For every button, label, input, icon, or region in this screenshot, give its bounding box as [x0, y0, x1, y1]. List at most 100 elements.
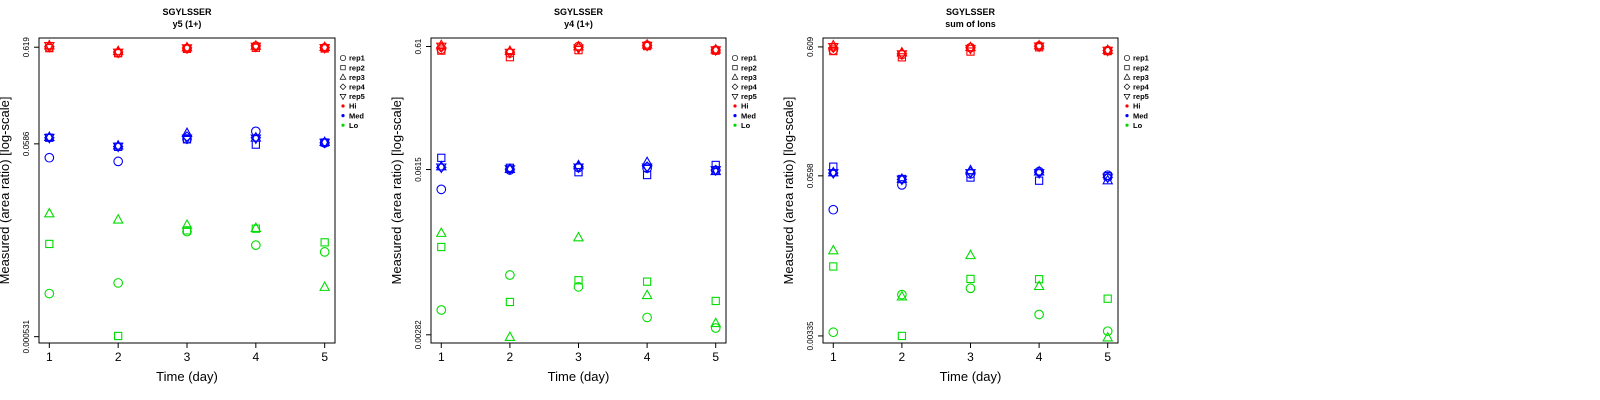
data-point: [181, 44, 193, 55]
data-point: [1033, 166, 1045, 178]
data-point: [641, 289, 653, 300]
legend-label: Lo: [741, 121, 751, 130]
data-point: [181, 134, 193, 145]
data-point: [642, 312, 652, 323]
chart-panel-2: SGYLSSER y4 (1+) 1 2 3 4 5 0.61 0.0615 0.00282 Tim…: [389, 7, 758, 384]
x-axis-label: Time (day): [156, 369, 218, 384]
legend-symbol-rep3: [339, 73, 347, 80]
data-point: [1102, 43, 1114, 54]
data-point: [112, 213, 124, 224]
data-point: [965, 283, 976, 294]
data-point: [573, 161, 584, 172]
data-point: [1034, 309, 1044, 320]
data-point: [642, 277, 652, 286]
data-point: [436, 305, 447, 315]
legend-symbol-rep1: [339, 54, 347, 62]
data-point: [964, 41, 977, 52]
legend-label: rep1: [349, 54, 365, 63]
data-point: [43, 133, 55, 144]
legend-symbol-rep3: [731, 73, 739, 80]
plot-frame: [430, 37, 727, 344]
y-tick-label: 0.619: [22, 37, 31, 58]
series-hi: [43, 39, 331, 59]
data-point: [44, 288, 55, 299]
chart-subtitle: y5 (1+): [173, 19, 202, 29]
data-point: [436, 44, 447, 55]
legend-label: rep1: [1133, 54, 1149, 63]
data-point: [1033, 280, 1045, 291]
legend-dot-lo: [733, 123, 737, 127]
data-point: [641, 41, 653, 52]
y-tick-label: 0.0615: [414, 157, 423, 182]
y-tick-label: 0.0598: [806, 163, 815, 188]
legend-symbol-rep2: [732, 65, 738, 71]
data-point: [250, 131, 262, 142]
data-point: [829, 46, 838, 56]
data-point: [504, 165, 516, 176]
data-point: [319, 247, 330, 257]
legend-label: rep5: [349, 92, 365, 101]
data-point: [710, 43, 722, 54]
legend-label: Hi: [1133, 102, 1141, 111]
legend-label: rep3: [1133, 73, 1149, 82]
y-axis-label: Measured (area ratio) [log-scale]: [0, 97, 12, 285]
chart-subtitle: sum of Ions: [945, 19, 996, 29]
series-hi: [435, 38, 722, 62]
data-point: [641, 163, 653, 174]
data-point: [896, 172, 908, 183]
data-point: [320, 238, 329, 247]
series-hi: [827, 39, 1114, 62]
data-point: [43, 131, 55, 142]
data-point: [828, 204, 839, 215]
data-point: [437, 242, 446, 252]
data-point: [896, 175, 908, 186]
legend-dot-lo: [341, 123, 345, 127]
data-point: [710, 317, 722, 328]
data-point: [43, 207, 55, 218]
chart-panel-3: SGYLSSER sum of Ions 1 2 3 4 5 0.609 0.0598 0.003…: [781, 7, 1150, 384]
data-point: [505, 53, 515, 62]
data-point: [710, 46, 722, 57]
chart-title: SGYLSSER: [946, 7, 996, 17]
data-point: [964, 44, 977, 55]
data-point: [436, 184, 447, 195]
data-point: [435, 226, 447, 237]
data-point: [827, 244, 839, 255]
legend-dot-med: [341, 114, 345, 118]
data-point: [1034, 275, 1044, 284]
data-point: [181, 218, 193, 229]
legend-label: rep4: [1133, 83, 1150, 92]
x-tick-label: 5: [1104, 350, 1111, 364]
x-tick-label: 3: [967, 350, 974, 364]
data-point: [827, 42, 839, 53]
data-point: [897, 331, 907, 341]
data-point: [319, 41, 331, 51]
data-point: [827, 39, 839, 50]
x-tick-label: 3: [184, 350, 191, 364]
x-tick-label: 2: [115, 350, 122, 364]
x-tick-label: 4: [1036, 350, 1043, 364]
legend-symbol-rep4: [731, 83, 739, 91]
data-point: [504, 330, 516, 341]
x-tick-label: 1: [830, 350, 837, 364]
data-point: [1103, 294, 1112, 303]
series-lo: [435, 226, 722, 341]
legend-symbol-rep2: [1124, 65, 1130, 71]
plot-frame: [822, 37, 1119, 344]
legend-label: rep2: [741, 63, 757, 72]
legend-label: rep1: [741, 54, 757, 63]
data-point: [250, 39, 262, 50]
data-point: [435, 42, 447, 53]
legend-dot-med: [1125, 114, 1129, 118]
x-tick-label: 1: [438, 350, 445, 364]
data-point: [250, 126, 261, 137]
x-tick-label: 5: [321, 350, 328, 364]
data-point: [43, 41, 55, 52]
data-point: [181, 41, 193, 52]
legend-symbol-rep5: [339, 94, 347, 101]
data-point: [319, 280, 331, 291]
legend-label: Hi: [349, 102, 357, 111]
legend-dot-hi: [341, 104, 345, 108]
